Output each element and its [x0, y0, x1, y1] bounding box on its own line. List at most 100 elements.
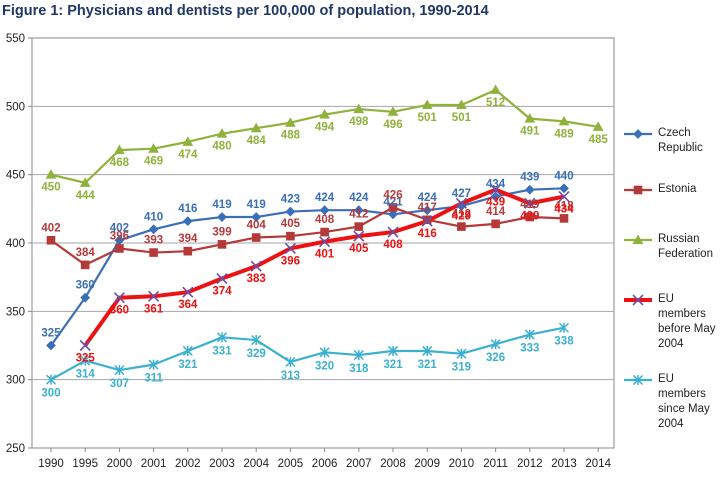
series-2-point — [216, 128, 228, 138]
series-4-point — [456, 348, 467, 359]
legend-label-line: 2004 — [658, 338, 684, 350]
series-1-point — [251, 233, 261, 242]
series-2-point — [490, 84, 501, 94]
legend-label-line: Republic — [658, 142, 703, 154]
legend-label-line: EU members — [658, 293, 706, 320]
series-3-data-label: 434 — [554, 204, 574, 216]
series-2-data-label: 491 — [520, 126, 540, 138]
series-3-point — [319, 236, 331, 248]
series-2-point — [558, 115, 570, 126]
series-0-point — [422, 205, 433, 216]
series-line-0 — [50, 187, 565, 347]
series-4-point — [251, 335, 262, 346]
y-tick-label: 400 — [6, 238, 25, 250]
series-0-point — [251, 212, 262, 222]
series-0-data-label: 424 — [315, 192, 335, 204]
series-1-data-label: 414 — [486, 206, 506, 218]
series-0-point — [353, 205, 364, 216]
legend-label: Estonia — [658, 182, 696, 197]
series-2-data-label: 512 — [486, 97, 505, 109]
series-1-data-label: 402 — [41, 222, 60, 234]
series-2-point — [45, 169, 57, 179]
series-3-point — [113, 292, 125, 304]
x-tick-label: 2010 — [449, 458, 475, 470]
legend-item: Czech Republic — [622, 126, 724, 156]
series-0-data-label: 423 — [281, 194, 300, 206]
series-3-data-label: 364 — [178, 299, 198, 311]
series-4-data-label: 319 — [452, 362, 471, 374]
legend-label: Russian Federation — [658, 232, 713, 262]
x-tick-label: 2000 — [107, 458, 133, 470]
series-0-point — [46, 340, 56, 351]
x-tick-label: 2007 — [346, 458, 372, 470]
legend-label-line: Federation — [658, 248, 713, 260]
series-0-point — [217, 212, 227, 222]
series-2-point — [114, 144, 125, 155]
series-3-data-label: 360 — [110, 305, 129, 317]
series-2-data-label: 501 — [452, 112, 472, 124]
legend-marker — [632, 234, 644, 244]
series-0-data-label: 410 — [144, 211, 163, 223]
series-3-point — [455, 197, 467, 209]
series-4-data-label: 314 — [76, 369, 96, 381]
series-2-data-label: 474 — [178, 149, 198, 161]
series-4-data-label: 333 — [520, 343, 539, 355]
legend-label: EU members since May 2004 — [658, 372, 724, 432]
series-3-point — [353, 230, 365, 242]
series-4-data-label: 307 — [110, 378, 129, 390]
series-1-point — [320, 227, 329, 237]
series-0-data-label: 416 — [178, 203, 197, 215]
x-tick-label: 1995 — [72, 458, 98, 470]
series-4-data-label: 338 — [554, 336, 574, 348]
series-2-point — [387, 106, 399, 116]
series-0-point — [285, 206, 296, 217]
series-0-data-label: 421 — [383, 196, 403, 208]
legend-label-line: Estonia — [658, 183, 697, 195]
series-1-data-label: 412 — [452, 209, 471, 221]
series-2-point — [353, 103, 365, 114]
series-4-point — [490, 339, 501, 350]
series-2-point — [285, 117, 296, 127]
legend-item: EU members since May 2004 — [622, 372, 724, 430]
series-0-data-label: 402 — [110, 222, 129, 234]
x-tick-label: 2001 — [141, 458, 167, 470]
series-3-data-label: 401 — [315, 249, 335, 261]
series-2-point — [456, 99, 467, 109]
legend-item: EU members before May 2004 — [622, 292, 724, 350]
series-2-data-label: 485 — [589, 134, 609, 146]
series-4-data-label: 313 — [281, 370, 300, 382]
chart-title: Figure 1: Physicians and dentists per 10… — [2, 3, 489, 19]
series-3-data-label: 383 — [247, 273, 266, 285]
y-tick-label: 250 — [6, 443, 25, 455]
series-2-data-label: 469 — [144, 156, 163, 168]
series-2-data-label: 484 — [247, 135, 267, 147]
series-1-data-label: 405 — [281, 218, 301, 230]
series-4-point — [422, 345, 433, 356]
series-2-data-label: 468 — [110, 157, 130, 169]
legend-swatch — [624, 129, 652, 139]
series-3-data-label: 408 — [383, 239, 403, 251]
series-4-data-label: 321 — [178, 359, 198, 371]
series-3-point — [558, 190, 570, 203]
series-4-point — [216, 332, 228, 343]
series-3-data-label: 429 — [452, 210, 471, 222]
series-0-point — [559, 183, 569, 194]
series-3-point — [79, 339, 91, 352]
series-1-data-label: 384 — [76, 247, 96, 259]
series-4-point — [558, 322, 570, 333]
series-2-point — [250, 122, 262, 133]
series-1-data-label: 417 — [418, 202, 437, 214]
series-2-point — [182, 136, 194, 146]
series-0-data-label: 440 — [554, 170, 573, 182]
series-0-point — [388, 209, 398, 220]
x-tick-label: 2008 — [380, 458, 406, 470]
series-3-point — [524, 197, 536, 209]
series-3-data-label: 429 — [520, 210, 539, 222]
series-4-point — [182, 345, 193, 356]
series-line-1 — [50, 206, 565, 266]
series-4-point — [353, 350, 364, 361]
series-2-data-label: 496 — [383, 119, 402, 131]
series-1-data-label: 393 — [144, 235, 163, 247]
series-0-data-label: 419 — [247, 199, 266, 211]
series-0-data-label: 419 — [212, 199, 231, 211]
